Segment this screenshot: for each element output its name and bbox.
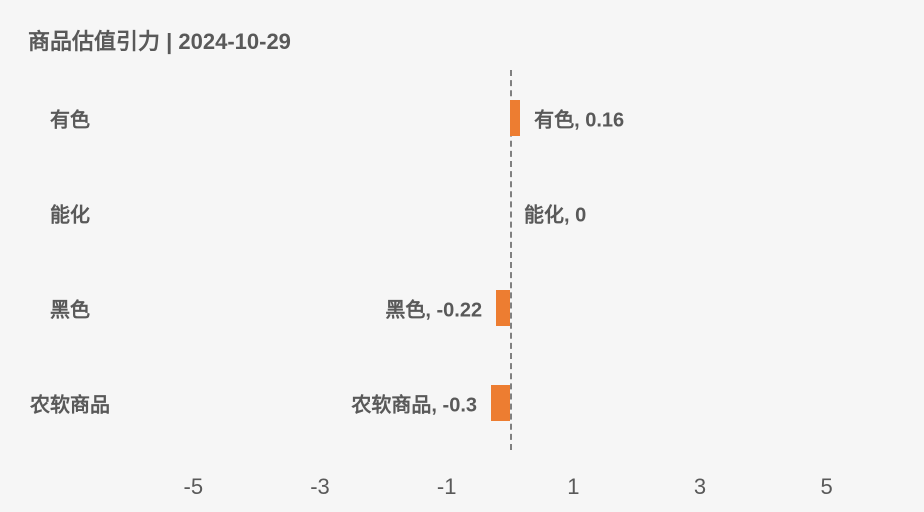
x-tick: 1 <box>567 474 579 500</box>
bar <box>491 385 510 421</box>
x-tick: -5 <box>184 474 204 500</box>
chart-title: 商品估值引力 | 2024-10-29 <box>28 24 291 56</box>
data-label: 有色, 0.16 <box>534 103 624 132</box>
chart-plot-area: 有色有色, 0.16能化能化, 0黑色黑色, -0.22农软商品农软商品, -0… <box>130 70 890 450</box>
category-label: 有色 <box>10 103 130 132</box>
bar <box>496 290 510 326</box>
x-tick: 3 <box>694 474 706 500</box>
category-label: 能化 <box>10 198 130 227</box>
category-label: 黑色 <box>10 293 130 322</box>
x-tick: -3 <box>310 474 330 500</box>
x-tick: -1 <box>437 474 457 500</box>
category-label: 农软商品 <box>10 388 130 417</box>
data-label: 农软商品, -0.3 <box>351 388 477 417</box>
bar <box>510 100 520 136</box>
data-label: 黑色, -0.22 <box>385 293 482 322</box>
x-tick: 5 <box>821 474 833 500</box>
data-label: 能化, 0 <box>524 198 586 227</box>
